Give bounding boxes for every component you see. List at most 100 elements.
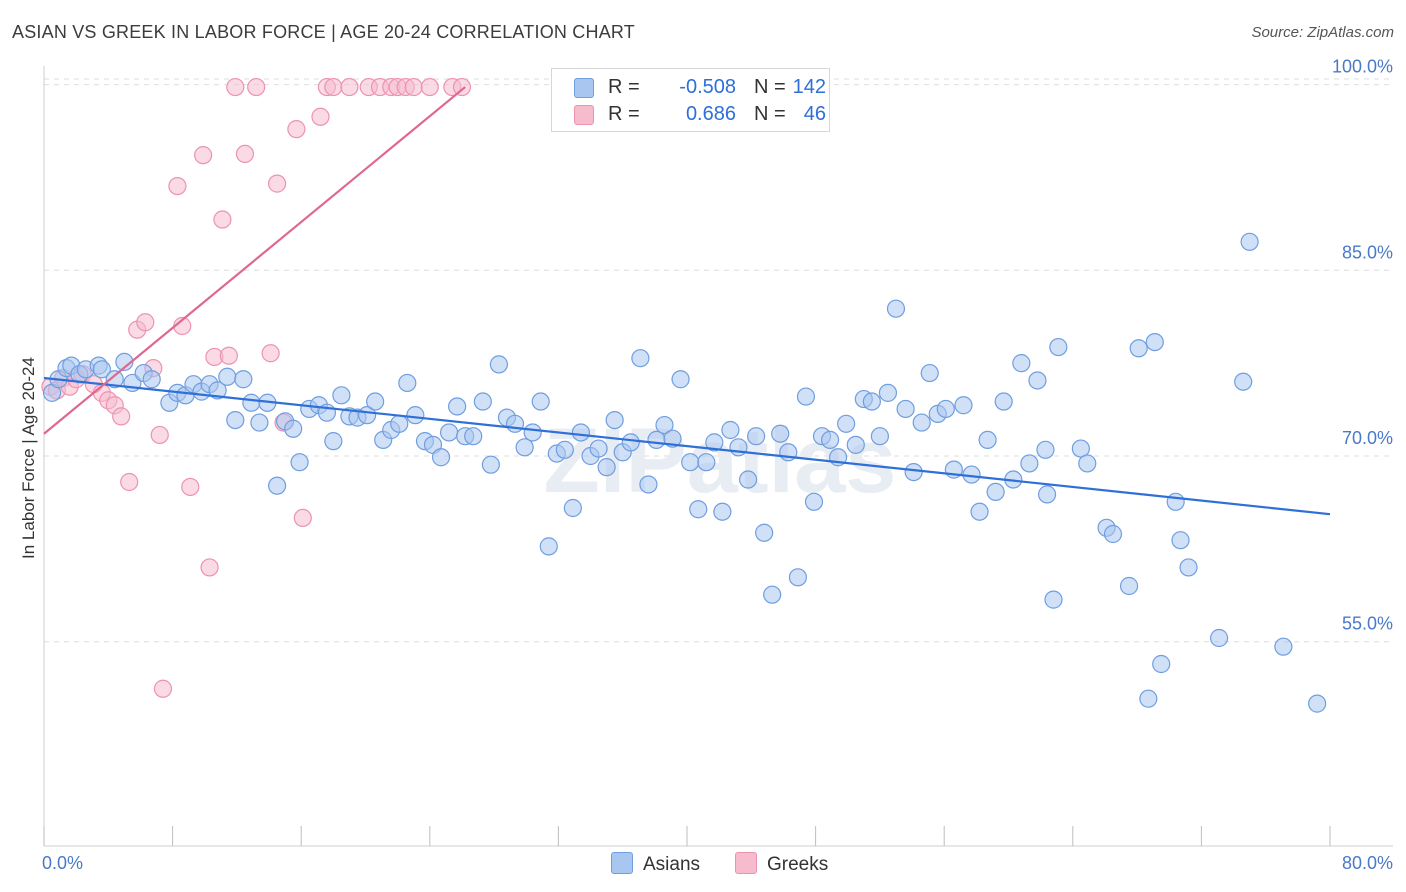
asians-swatch <box>574 78 594 98</box>
bottom-legend-asians: Asians <box>611 852 700 876</box>
asian-point <box>837 414 856 433</box>
greek-point <box>293 508 312 528</box>
y-tick-labels: 55.0% 70.0% 85.0% 100.0% <box>1332 57 1393 634</box>
asian-point <box>655 415 674 435</box>
asian-point <box>1049 337 1068 357</box>
asian-point <box>481 455 500 474</box>
asian-point <box>589 439 608 458</box>
asian-point <box>324 432 343 451</box>
asian-point <box>621 433 640 452</box>
asian-point <box>936 399 955 419</box>
greek-point <box>219 346 238 365</box>
asian-point <box>406 406 425 425</box>
asian-point <box>464 427 483 446</box>
asian-point <box>439 423 459 442</box>
asian-point <box>290 453 309 472</box>
asian-point <box>1139 689 1158 708</box>
asian-point <box>804 492 824 511</box>
asian-point <box>631 349 650 368</box>
greek-point <box>235 144 255 164</box>
asians-trend-line <box>43 376 1331 516</box>
asian-point <box>978 430 997 450</box>
asian-point <box>738 470 758 489</box>
chart-title: ASIAN VS GREEK IN LABOR FORCE | AGE 20-2… <box>12 22 635 42</box>
asian-point <box>697 453 716 472</box>
asian-point <box>862 392 881 411</box>
asian-point <box>870 427 890 446</box>
y-tick-label: 70.0% <box>1342 428 1393 448</box>
asian-point <box>1036 440 1055 459</box>
asian-point <box>571 423 591 442</box>
asian-point <box>820 430 840 450</box>
asian-point <box>796 387 816 406</box>
greek-point <box>247 77 266 97</box>
r-label: R = <box>608 103 640 125</box>
greek-point <box>340 77 359 97</box>
axes <box>43 66 1393 847</box>
asian-point <box>755 523 774 542</box>
greek-point <box>112 407 131 426</box>
grid-lines <box>44 78 1393 643</box>
asian-point <box>1103 524 1123 544</box>
asian-point <box>563 498 582 518</box>
asian-point <box>142 370 161 389</box>
asian-point <box>647 430 666 450</box>
greek-point <box>404 77 423 97</box>
asian-point <box>671 370 690 389</box>
asian-point <box>771 424 790 443</box>
asian-point <box>1119 576 1139 596</box>
y-axis-label: In Labor Force | Age 20-24 <box>19 357 38 559</box>
asian-point <box>904 462 923 482</box>
asian-point <box>729 438 748 457</box>
asian-point <box>398 373 417 393</box>
greek-point <box>194 146 213 165</box>
greek-point <box>120 472 139 492</box>
greeks-r-value: 0.686 <box>685 103 736 125</box>
asian-point <box>431 448 451 467</box>
asian-point <box>390 414 409 433</box>
asian-point <box>234 370 253 389</box>
asian-point <box>92 360 111 379</box>
asian-point <box>473 392 492 411</box>
asian-point <box>912 413 931 432</box>
source-credit: Source: ZipAtlas.com <box>1251 24 1394 41</box>
asian-point <box>1044 590 1063 609</box>
asian-point <box>523 423 542 442</box>
greek-point <box>311 107 330 126</box>
asian-point <box>1020 454 1039 473</box>
asian-point <box>332 386 351 405</box>
asian-point <box>788 568 808 587</box>
asian-point <box>689 500 708 519</box>
greek-point <box>150 425 169 445</box>
greeks-trend-line <box>43 86 466 435</box>
asian-point <box>105 370 124 389</box>
greek-point <box>261 344 280 363</box>
asian-point <box>639 475 658 494</box>
asian-point <box>886 299 906 318</box>
greeks-legend-label: Greeks <box>767 854 829 875</box>
asians-legend-label: Asians <box>643 854 701 875</box>
greek-point <box>136 313 155 332</box>
asian-point <box>681 453 700 472</box>
asian-point <box>896 399 915 419</box>
asians-r-value: -0.508 <box>679 76 736 98</box>
asian-point <box>994 392 1013 411</box>
greek-point <box>200 558 219 577</box>
asian-point <box>1179 558 1198 577</box>
asian-point <box>920 363 939 383</box>
asian-point <box>763 585 782 604</box>
asian-point <box>1078 454 1097 473</box>
asian-point <box>267 476 287 495</box>
asian-point <box>721 420 740 440</box>
asians-points <box>42 232 1327 713</box>
stats-legend: R = -0.508 N = 142 R = 0.686 N = 46 <box>551 68 830 132</box>
asian-point <box>1234 372 1253 391</box>
asian-point <box>846 435 865 454</box>
y-tick-label: 100.0% <box>1332 57 1393 77</box>
asian-point <box>505 414 525 433</box>
asian-point <box>1166 492 1185 511</box>
asian-point <box>489 355 509 374</box>
asian-point <box>986 482 1005 502</box>
greek-point <box>287 120 306 139</box>
asian-point <box>284 419 303 438</box>
